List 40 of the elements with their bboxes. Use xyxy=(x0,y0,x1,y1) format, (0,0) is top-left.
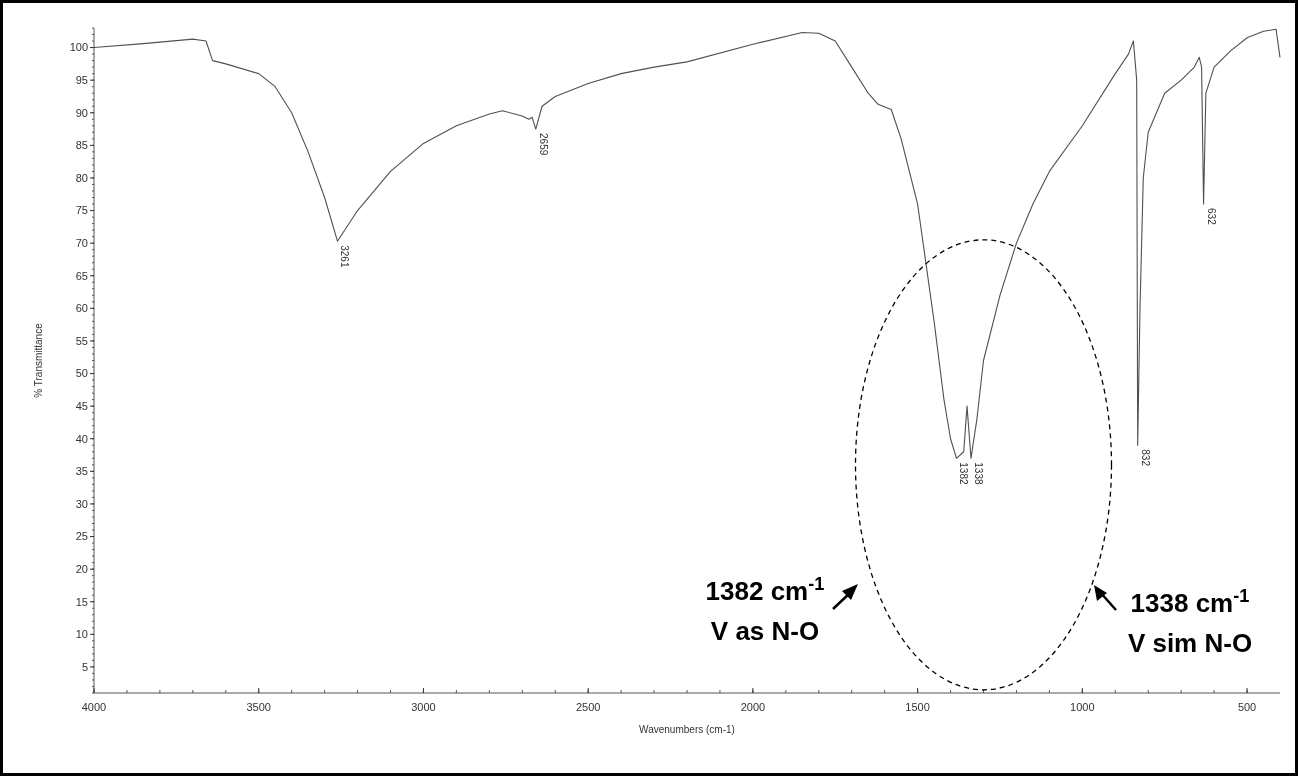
x-tick-label: 1500 xyxy=(905,701,930,713)
x-axis-title: Wavenumbers (cm-1) xyxy=(639,724,735,735)
annotation: 1338 xyxy=(972,462,984,485)
x-tick-label: 3500 xyxy=(246,701,271,713)
annotation: V sim N-O xyxy=(1127,628,1253,658)
y-tick-label: 35 xyxy=(75,465,88,478)
y-tick-label: 65 xyxy=(75,269,88,282)
y-tick-label: 25 xyxy=(75,530,88,543)
y-tick-label: 90 xyxy=(75,106,88,119)
y-tick-label: 55 xyxy=(75,334,88,347)
y-tick-label: 60 xyxy=(75,302,88,315)
y-tick-label: 75 xyxy=(75,204,88,217)
annotation: 632 xyxy=(1205,208,1217,226)
annotation: 832 xyxy=(1139,449,1151,467)
y-tick-label: 20 xyxy=(75,562,88,575)
x-tick-label: 2000 xyxy=(740,701,766,713)
annotation: 1382 xyxy=(958,462,970,485)
y-tick-label: 5 xyxy=(81,660,88,673)
y-tick-label: 30 xyxy=(75,497,88,510)
annotation: 3261 xyxy=(339,245,351,268)
x-tick-label: 4000 xyxy=(81,701,107,713)
y-axis-title: % Transmittance xyxy=(33,322,44,398)
y-tick-label: 85 xyxy=(75,139,88,152)
y-tick-label: 80 xyxy=(75,171,88,184)
y-tick-label: 40 xyxy=(75,432,88,445)
x-tick-label: 500 xyxy=(1237,701,1257,713)
x-tick-label: 2500 xyxy=(575,701,601,713)
y-tick-label: 50 xyxy=(75,367,88,380)
x-tick-label: 1000 xyxy=(1070,701,1095,713)
annotation: V as N-O xyxy=(710,616,820,646)
y-tick-label: 45 xyxy=(75,399,88,412)
y-tick-label: 95 xyxy=(75,74,88,87)
y-tick-label: 100 xyxy=(69,41,88,54)
x-tick-label: 3000 xyxy=(411,701,436,713)
annotation: 1338 cm$^{-1}$ xyxy=(1130,586,1250,618)
y-tick-label: 10 xyxy=(75,628,88,641)
annotation: 2659 xyxy=(537,133,549,156)
y-tick-label: 15 xyxy=(75,595,88,608)
annotation: 1382 cm$^{-1}$ xyxy=(705,574,825,606)
y-tick-label: 70 xyxy=(75,237,88,249)
